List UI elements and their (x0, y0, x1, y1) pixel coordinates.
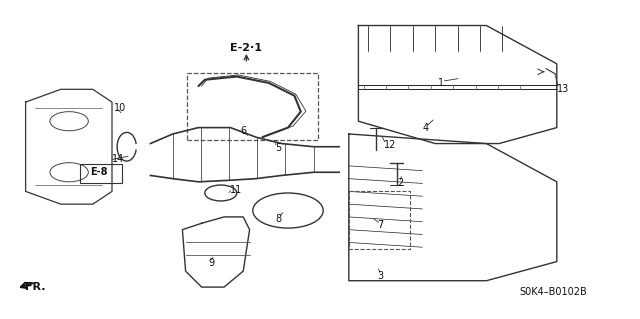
Text: E-2·1: E-2·1 (230, 43, 262, 53)
Text: 4: 4 (422, 122, 429, 133)
Text: 2: 2 (397, 178, 403, 189)
Text: 11: 11 (230, 185, 243, 195)
Text: S0K4–B0102B: S0K4–B0102B (520, 287, 588, 297)
Text: 14: 14 (112, 154, 124, 165)
Text: 9: 9 (208, 258, 214, 268)
Text: 10: 10 (114, 103, 126, 114)
Text: 7: 7 (378, 220, 384, 230)
Text: FR.: FR. (25, 282, 45, 292)
Text: 6: 6 (240, 126, 246, 136)
Text: 8: 8 (275, 213, 282, 224)
Text: 5: 5 (275, 143, 282, 153)
Text: E-8: E-8 (90, 167, 108, 177)
Text: 3: 3 (378, 271, 384, 281)
Text: 12: 12 (384, 140, 396, 150)
Text: 13: 13 (557, 84, 569, 94)
Text: 1: 1 (438, 78, 445, 88)
